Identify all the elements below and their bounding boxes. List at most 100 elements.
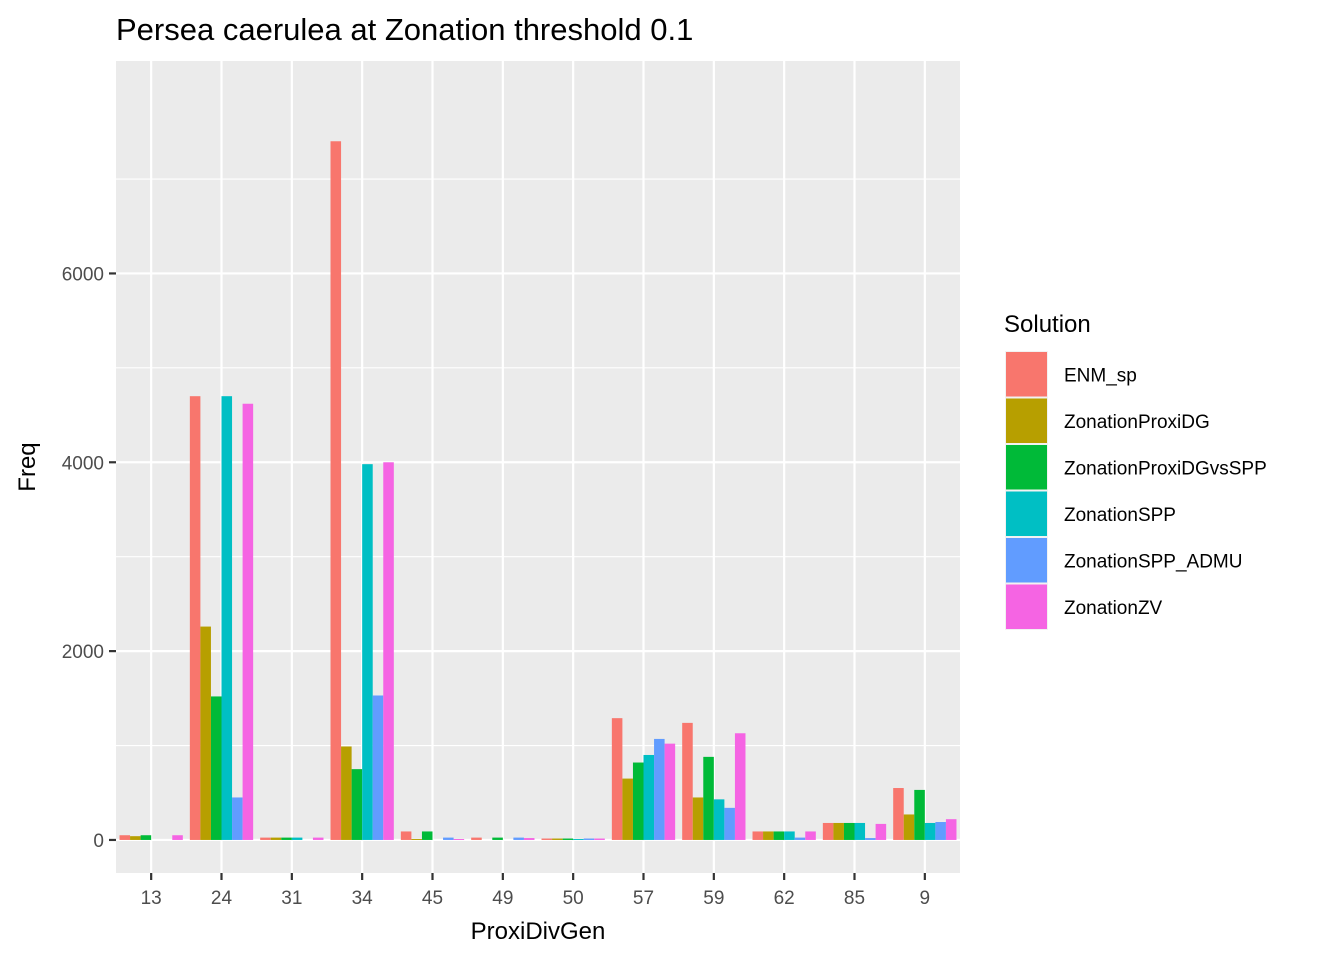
bar bbox=[734, 733, 746, 840]
series-ENM_sp bbox=[119, 141, 904, 840]
bar bbox=[724, 807, 735, 840]
bar bbox=[330, 141, 342, 840]
series-ZonationSPP_ADMU bbox=[232, 695, 946, 840]
bar bbox=[773, 831, 785, 840]
bar bbox=[583, 838, 595, 840]
bar bbox=[752, 831, 764, 840]
legend-label: ZonationSPP_ADMU bbox=[1064, 551, 1242, 572]
x-axis: 13 24 31 34 45 49 50 57 59 62 85 9 bbox=[141, 873, 931, 909]
bar bbox=[822, 822, 834, 840]
minor-gridlines bbox=[116, 178, 960, 747]
series-ZonationProxiDGvsSPP bbox=[140, 696, 925, 840]
bar bbox=[794, 837, 806, 840]
legend-key-ZonationSPP_ADMU bbox=[1006, 538, 1047, 583]
x-tick-label: 49 bbox=[492, 888, 513, 909]
bar bbox=[400, 831, 412, 840]
bar bbox=[935, 822, 946, 840]
bar bbox=[140, 835, 152, 840]
bar bbox=[713, 799, 725, 840]
bar bbox=[893, 788, 904, 840]
y-axis-label: Freq bbox=[14, 442, 41, 491]
bars-group bbox=[119, 141, 957, 840]
bar bbox=[200, 626, 211, 840]
y-tick-label: 2000 bbox=[62, 642, 104, 663]
bar bbox=[281, 837, 292, 840]
legend-label: ZonationZV bbox=[1064, 598, 1163, 619]
x-axis-label: ProxiDivGen bbox=[471, 918, 606, 945]
series-ZonationProxiDG bbox=[130, 626, 915, 840]
bar bbox=[130, 836, 141, 840]
plot-panel bbox=[116, 61, 960, 873]
bar bbox=[833, 822, 844, 840]
bar bbox=[703, 756, 714, 840]
legend-label: ZonationProxiDGvsSPP bbox=[1064, 458, 1267, 479]
legend-key-ZonationZV bbox=[1006, 584, 1047, 629]
bar bbox=[622, 778, 633, 840]
legend-label: ZonationProxiDG bbox=[1064, 412, 1210, 433]
x-tick-label: 9 bbox=[920, 888, 931, 909]
bar bbox=[383, 462, 394, 840]
bar bbox=[784, 831, 795, 840]
legend-label: ENM_sp bbox=[1064, 365, 1137, 386]
bar bbox=[453, 839, 465, 840]
legend-key-ENM_sp bbox=[1006, 352, 1047, 397]
bar bbox=[682, 722, 693, 840]
x-tick-label: 85 bbox=[844, 888, 865, 909]
bar bbox=[270, 837, 282, 840]
series-ZonationSPP bbox=[221, 396, 936, 840]
bar bbox=[119, 835, 131, 840]
bar bbox=[411, 839, 422, 840]
x-tick-label: 24 bbox=[211, 888, 233, 909]
bar bbox=[594, 838, 605, 840]
x-tick-label: 31 bbox=[281, 888, 302, 909]
bar bbox=[541, 838, 553, 840]
legend-title: Solution bbox=[1004, 311, 1091, 338]
bar bbox=[232, 797, 243, 840]
x-tick-label: 34 bbox=[352, 888, 374, 909]
bar bbox=[312, 837, 324, 840]
x-tick-label: 50 bbox=[563, 888, 584, 909]
bar bbox=[189, 396, 201, 840]
bar bbox=[372, 695, 384, 840]
bar bbox=[242, 403, 254, 840]
y-tick-label: 4000 bbox=[62, 453, 104, 474]
bar bbox=[875, 823, 887, 840]
bar bbox=[443, 837, 454, 840]
bar bbox=[692, 797, 704, 840]
y-axis: 0 2000 4000 6000 bbox=[62, 264, 116, 852]
bar bbox=[523, 838, 535, 840]
legend-key-ZonationSPP bbox=[1006, 491, 1047, 536]
chart-title: Persea caerulea at Zonation threshold 0.… bbox=[116, 12, 693, 47]
bar bbox=[632, 762, 644, 840]
bar bbox=[471, 837, 482, 840]
bar bbox=[351, 769, 363, 840]
bar bbox=[341, 746, 352, 840]
x-tick-label: 57 bbox=[633, 888, 654, 909]
legend-key-ZonationProxiDG bbox=[1006, 398, 1047, 443]
legend-key-ZonationProxiDGvsSPP bbox=[1006, 445, 1047, 490]
bar bbox=[611, 718, 623, 840]
bar bbox=[210, 696, 222, 840]
bar bbox=[643, 754, 655, 840]
bar bbox=[805, 831, 816, 840]
bar bbox=[654, 738, 665, 840]
x-tick-label: 59 bbox=[703, 888, 724, 909]
bar bbox=[172, 835, 183, 840]
bar bbox=[903, 814, 915, 840]
bar bbox=[664, 743, 676, 840]
bar bbox=[362, 464, 373, 840]
bar bbox=[945, 819, 957, 840]
x-tick-label: 62 bbox=[774, 888, 795, 909]
bar bbox=[924, 822, 936, 840]
bar bbox=[513, 837, 524, 840]
bar bbox=[492, 837, 503, 840]
bar bbox=[843, 822, 855, 840]
bar bbox=[291, 837, 303, 840]
bar bbox=[552, 838, 563, 840]
legend: Solution ENM_sp ZonationProxiDG ZonationPr… bbox=[1004, 311, 1267, 630]
x-tick-label: 13 bbox=[141, 888, 162, 909]
x-tick-label: 45 bbox=[422, 888, 443, 909]
bar bbox=[573, 839, 584, 840]
